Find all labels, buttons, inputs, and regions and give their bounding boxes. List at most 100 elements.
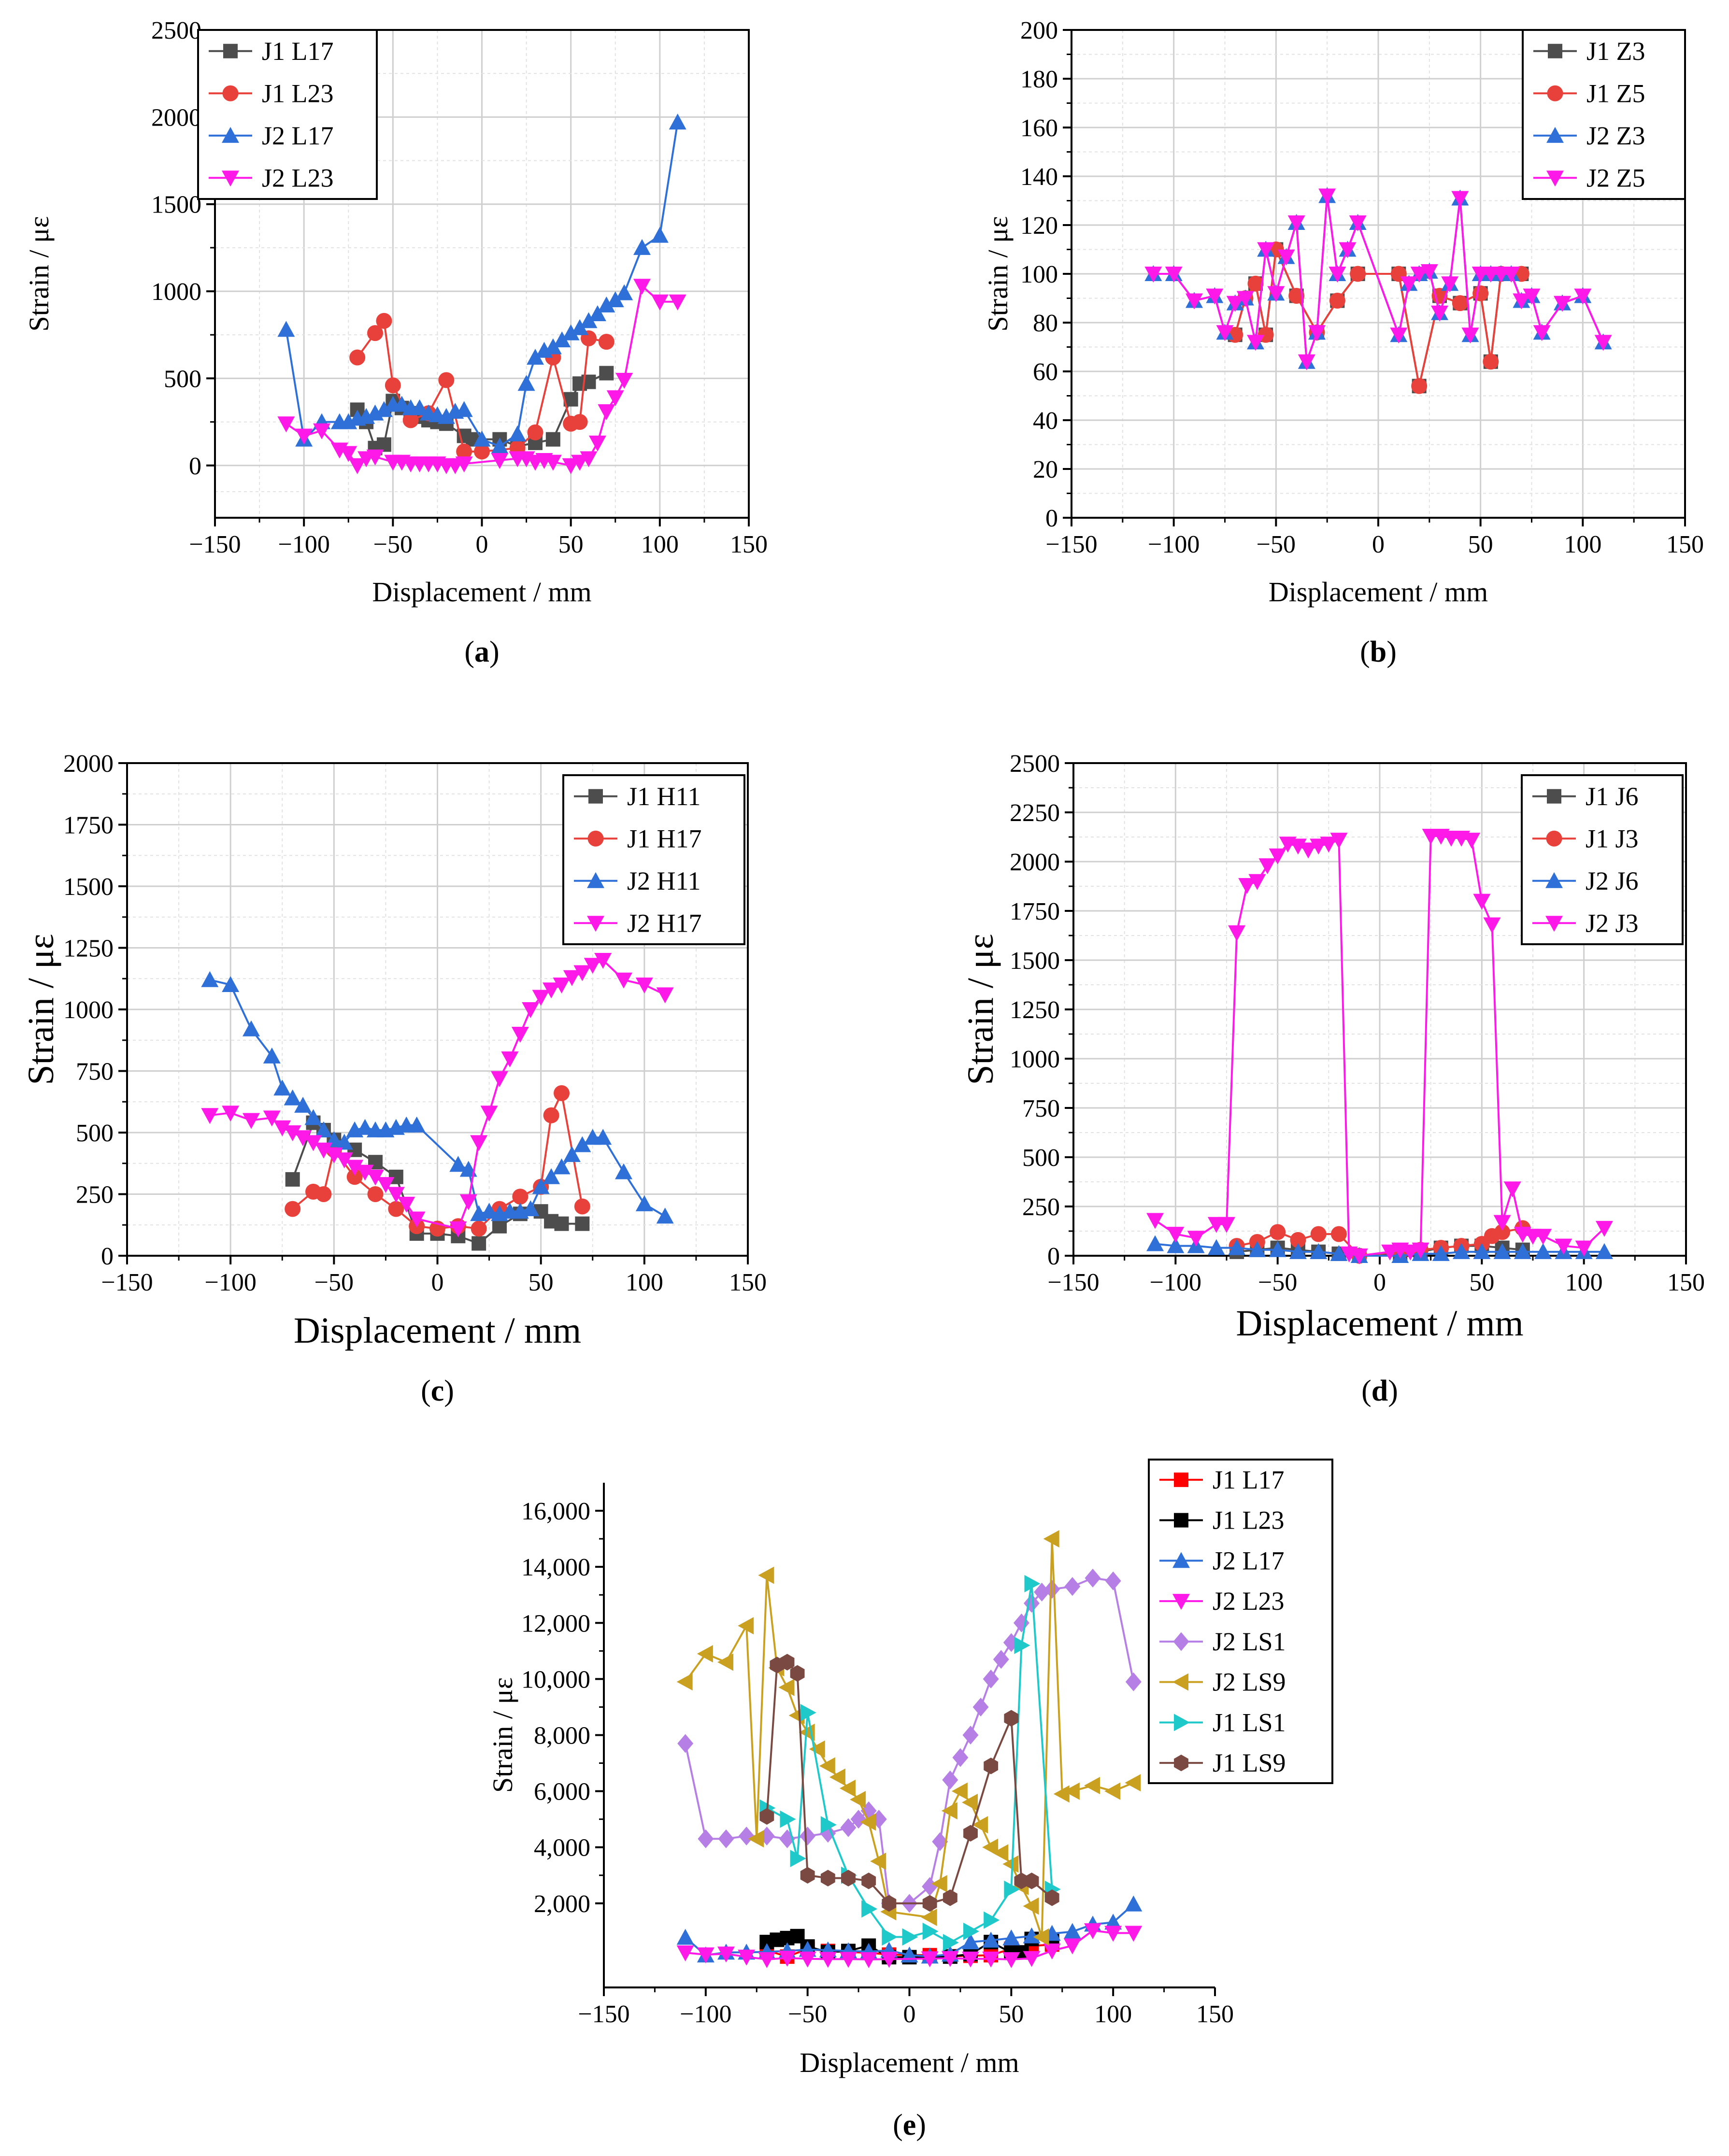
grid-c: [127, 763, 748, 1256]
x-tick-label: 150: [1667, 1269, 1705, 1296]
x-tick-label: 150: [729, 1269, 767, 1296]
legend-marker: [222, 85, 239, 101]
x-tick-label: 0: [1372, 531, 1385, 558]
data-point: [651, 227, 669, 243]
data-point: [922, 1922, 939, 1940]
data-point: [1493, 1215, 1511, 1231]
y-tick-label: 10,000: [521, 1666, 590, 1693]
data-point: [492, 1219, 507, 1234]
data-point: [1144, 267, 1162, 283]
data-point: [598, 334, 614, 350]
data-point: [738, 1827, 755, 1845]
data-point: [1310, 1243, 1328, 1259]
data-point: [1555, 1238, 1572, 1255]
y-tick-label: 12,000: [521, 1610, 590, 1637]
data-point: [304, 1135, 322, 1151]
y-tick-label: 80: [1033, 310, 1058, 337]
data-point: [1420, 264, 1438, 280]
data-point: [222, 976, 240, 992]
data-point: [819, 1757, 835, 1775]
data-point: [313, 423, 330, 440]
y-tick-label: 8,000: [534, 1722, 590, 1750]
data-point: [676, 1945, 694, 1962]
data-point: [532, 1178, 550, 1194]
legend-label: J2 J6: [1586, 866, 1639, 895]
data-point: [850, 1810, 867, 1829]
data-point: [1329, 267, 1346, 283]
legend-label: J1 H11: [627, 782, 701, 811]
data-point: [1533, 325, 1551, 341]
legend-marker: [1174, 1513, 1188, 1528]
y-tick-label: 2250: [1010, 799, 1060, 827]
data-point: [1238, 878, 1256, 894]
data-point: [951, 1782, 968, 1800]
legend-label: J2 L17: [262, 121, 334, 150]
x-tick-label: 100: [1565, 1269, 1603, 1296]
y-tick-label: 0: [189, 453, 201, 480]
x-axis-label: Displacement / mm: [294, 1310, 581, 1351]
x-tick-label: −100: [1150, 1269, 1201, 1296]
y-axis-label: Strain / με: [960, 934, 1001, 1085]
y-tick-label: 2500: [151, 17, 201, 44]
data-point: [1023, 1927, 1041, 1943]
data-point: [1269, 848, 1286, 865]
legend-label: J2 LS9: [1213, 1668, 1286, 1697]
y-tick-label: 2000: [1010, 849, 1060, 876]
data-point: [554, 1216, 569, 1231]
data-point: [599, 366, 614, 381]
data-point: [780, 1654, 795, 1671]
data-point: [1187, 1231, 1205, 1247]
data-point: [1104, 1914, 1122, 1930]
data-point: [942, 1770, 958, 1789]
data-point: [1207, 1239, 1225, 1255]
data-point: [573, 965, 591, 981]
data-point: [1216, 325, 1234, 341]
legend-label: J2 L17: [1213, 1546, 1285, 1575]
data-point: [402, 412, 419, 428]
y-tick-label: 4,000: [534, 1834, 590, 1862]
data-point: [656, 987, 674, 1004]
data-point: [983, 1669, 999, 1688]
data-point: [738, 1949, 756, 1966]
data-point: [1146, 1235, 1164, 1251]
data-point: [449, 1221, 467, 1237]
y-tick-label: 1250: [1010, 996, 1060, 1024]
data-point: [1452, 295, 1468, 312]
data-point: [850, 1791, 866, 1809]
data-point: [295, 428, 313, 445]
legend-label: J1 Z5: [1586, 79, 1645, 108]
data-point: [1228, 1239, 1246, 1255]
legend-label: J1 L17: [262, 37, 334, 66]
data-point: [800, 1704, 816, 1722]
legend-marker: [1172, 1673, 1188, 1691]
legend-label: J1 J3: [1586, 824, 1639, 853]
y-axis-label: Strain / με: [23, 216, 55, 331]
y-tick-label: 2000: [63, 750, 114, 778]
x-tick-label: −50: [1257, 531, 1296, 558]
data-point: [473, 430, 491, 447]
data-point: [1554, 296, 1571, 312]
y-tick-label: 0: [1045, 505, 1058, 532]
data-point: [491, 1071, 508, 1087]
y-tick-label: 0: [101, 1243, 114, 1270]
series-j2-z5: [1144, 188, 1612, 370]
data-point: [1400, 276, 1418, 293]
data-point: [1534, 1229, 1552, 1245]
data-point: [449, 1156, 467, 1172]
data-point: [1033, 1928, 1049, 1946]
data-point: [677, 1734, 694, 1753]
data-point: [984, 1911, 1000, 1929]
y-tick-label: 1750: [1010, 898, 1060, 925]
data-point: [285, 1172, 300, 1187]
data-point: [982, 1951, 1000, 1968]
data-point: [563, 970, 581, 986]
data-point: [522, 1200, 540, 1217]
data-point: [1064, 1577, 1081, 1596]
data-point: [408, 1116, 426, 1133]
data-point: [1432, 1245, 1450, 1261]
x-tick-label: 100: [641, 531, 679, 558]
data-point: [285, 1201, 301, 1217]
legend-marker: [1546, 830, 1562, 847]
data-point: [697, 1645, 713, 1663]
data-point: [932, 1832, 948, 1851]
